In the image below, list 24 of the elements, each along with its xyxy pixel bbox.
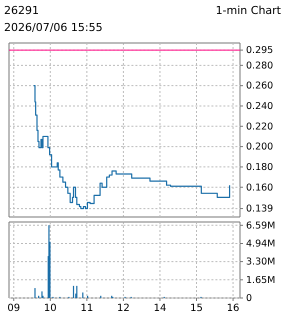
chart-title: 26291 xyxy=(4,4,39,17)
y-tick-label: 0.220 xyxy=(246,121,274,132)
y-tick-label: 0 xyxy=(246,293,252,304)
x-tick-label: 14 xyxy=(154,303,166,314)
chart-subtitle: 2026/07/06 15:55 xyxy=(4,21,103,34)
y-tick-label: 6.59M xyxy=(246,220,276,232)
y-tick-label: 0.200 xyxy=(246,142,274,153)
y-tick-label: 3.30M xyxy=(246,256,276,268)
y-tick-label: 0.160 xyxy=(246,182,274,194)
x-tick-label: 12 xyxy=(117,303,130,314)
y-tick-label: 0.240 xyxy=(246,101,274,112)
y-tick-label: 0.180 xyxy=(246,162,274,173)
x-tick-label: 09 xyxy=(7,303,20,314)
y-tick-label: 0.260 xyxy=(246,80,274,92)
text: 1-min Chart xyxy=(216,4,282,17)
x-tick-label: 10 xyxy=(44,303,57,314)
y-tick-label: 0.280 xyxy=(246,60,274,72)
x-tick-label: 15 xyxy=(190,303,203,314)
x-tick-label: 16 xyxy=(226,303,240,314)
y-tick-label: 4.94M xyxy=(246,238,276,250)
y-tick-label: 0.139 xyxy=(246,204,274,215)
y-tick-label: 0.295 xyxy=(246,45,274,56)
y-tick-label: 1.65M xyxy=(246,274,276,286)
x-tick-label: 11 xyxy=(80,303,94,314)
